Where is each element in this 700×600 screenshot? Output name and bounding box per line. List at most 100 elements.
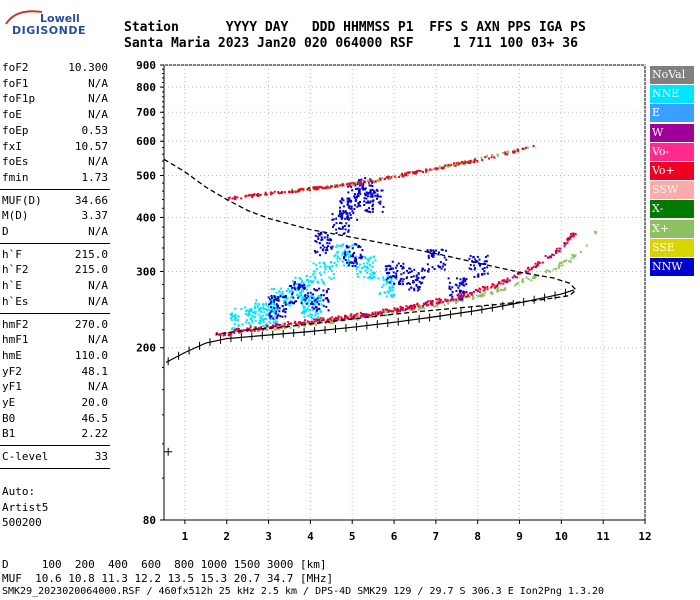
echo-nnw [338, 213, 341, 216]
echo-nne [287, 288, 290, 291]
echo-nne [307, 301, 310, 304]
echo-nnw [354, 200, 357, 203]
echo-nne [273, 308, 276, 311]
echo-oplus-upper [330, 185, 333, 188]
echo-oplus-lower [467, 295, 470, 298]
echo-nne [311, 309, 314, 312]
echo-nnw [322, 299, 325, 302]
echo-oplus-lower [504, 280, 507, 283]
echo-nne [352, 244, 355, 247]
echo-nnw [366, 195, 369, 198]
echo-nnw [430, 252, 433, 255]
echo-nnw [358, 256, 361, 259]
echo-xplus-lower [585, 244, 588, 247]
echo-nnw [477, 262, 480, 265]
legend-item-w: W [650, 123, 694, 142]
echo-nnw [351, 253, 354, 256]
echo-oplus-upper [387, 177, 390, 180]
echo-nnw [324, 249, 327, 252]
echo-oplus-lower [463, 293, 466, 296]
echo-nnw [277, 299, 280, 302]
echo-nne [302, 306, 305, 309]
echo-nne [248, 322, 251, 325]
echo-xplus-lower [565, 259, 568, 262]
echo-xplus-upper [480, 156, 483, 159]
echo-nnw [303, 287, 306, 290]
echo-nnw [412, 281, 415, 284]
echo-nne [296, 293, 299, 296]
echo-xplus-lower [298, 324, 301, 327]
echo-nnw [354, 259, 357, 262]
echo-nnw [402, 262, 405, 265]
x-tick-label: 3 [265, 530, 272, 543]
echo-nnw [293, 283, 296, 286]
echo-nne [357, 266, 360, 269]
echo-xplus-lower [545, 269, 548, 272]
echo-w-lower [241, 330, 244, 333]
echo-nnw [273, 300, 276, 303]
echo-nnw [365, 208, 368, 211]
echo-nnw [346, 261, 349, 264]
echo-nnw [440, 267, 443, 270]
echo-nnw [353, 195, 356, 198]
echo-nne [315, 317, 318, 320]
echo-oplus-lower [532, 265, 535, 268]
echo-oplus-upper [306, 188, 309, 191]
echo-nnw [292, 296, 295, 299]
echo-nnw [476, 260, 479, 263]
echo-nnw [416, 279, 419, 282]
echo-oplus-lower [557, 250, 560, 253]
echo-nne [369, 276, 372, 279]
echo-xplus-lower [369, 315, 372, 318]
echo-oplus-lower [237, 331, 240, 334]
echo-nne [309, 309, 312, 312]
x-tick-label: 1 [182, 530, 189, 543]
echo-nnw [388, 264, 391, 267]
echo-xplus-lower [522, 280, 525, 283]
echo-nnw [354, 243, 357, 246]
echo-nne [324, 263, 327, 266]
echo-xplus-lower [557, 265, 560, 268]
echo-oplus-lower [436, 298, 439, 301]
echo-w-lower [535, 265, 538, 268]
echo-xplus-lower [490, 291, 493, 294]
echo-oplus-lower [326, 319, 329, 322]
echo-nne [331, 264, 334, 267]
echo-w-lower [353, 316, 356, 319]
echo-w-lower [458, 295, 461, 298]
echo-nnw [298, 283, 301, 286]
echo-nnw [381, 189, 384, 192]
echo-nnw [478, 258, 481, 261]
echo-nnw [431, 266, 434, 269]
echo-nne [322, 280, 325, 283]
echo-nnw [347, 201, 350, 204]
echo-oplus-lower [435, 298, 438, 301]
echo-oplus-lower [401, 306, 404, 309]
echo-w-lower [409, 305, 412, 308]
echo-nne [250, 316, 253, 319]
echo-nnw [315, 298, 318, 301]
echo-oplus-lower [278, 324, 281, 327]
echo-nne [359, 263, 362, 266]
echo-nnw [306, 292, 309, 295]
param-value: 1.73 [81, 170, 109, 184]
echo-nnw [417, 272, 420, 275]
echo-nnw [316, 289, 319, 292]
echo-xplus-lower [547, 270, 550, 273]
echo-nne [254, 310, 257, 313]
echo-oplus-lower [490, 286, 493, 289]
echo-oplus-lower [296, 324, 299, 327]
echo-oplus-upper [271, 192, 274, 195]
echo-nnw [430, 254, 433, 257]
echo-xplus-upper [439, 167, 442, 170]
echo-nnw [304, 298, 307, 301]
echo-nnw [348, 250, 351, 253]
echo-nne [272, 321, 275, 324]
echo-nnw [437, 253, 440, 256]
footer-file-info: SMK29_2023020064000.RSF / 460fx512h 25 k… [2, 586, 605, 597]
echo-nne [285, 289, 288, 292]
echo-w-lower [396, 308, 399, 311]
echo-oplus-upper [277, 192, 280, 195]
x-tick-label: 7 [433, 530, 440, 543]
